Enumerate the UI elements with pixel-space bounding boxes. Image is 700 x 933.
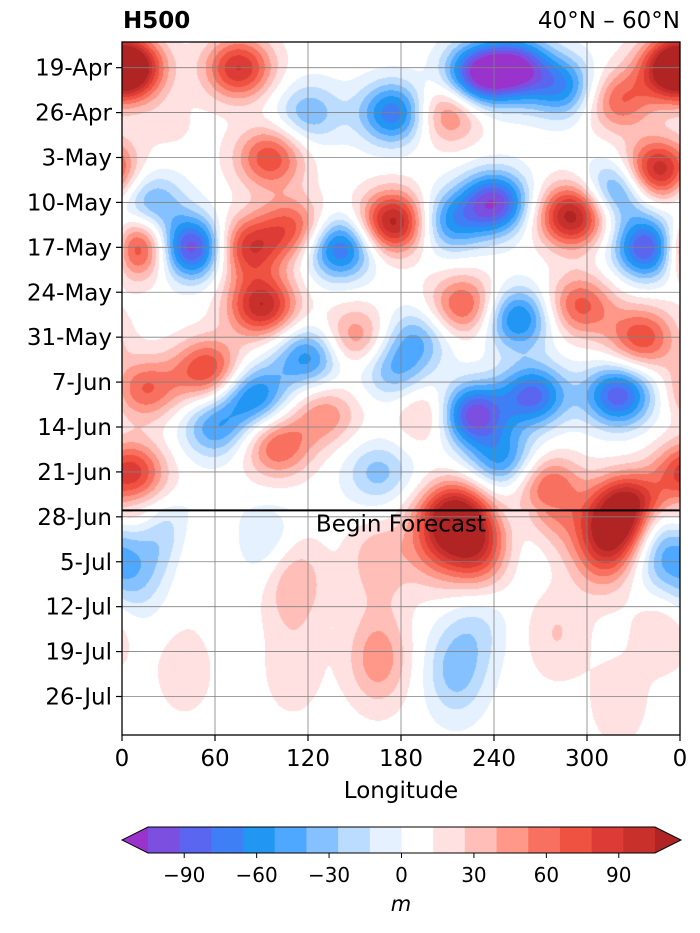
colorbar-cell (591, 827, 624, 853)
colorbar-extend-max (655, 827, 681, 853)
colorbar-cell (274, 827, 307, 853)
y-tick-label: 24-May (27, 280, 112, 306)
y-tick-label: 28-Jun (37, 505, 112, 531)
y-axis: 19-Apr 26-Apr 3-May 10-May 17-May 24-May 31-Ma… (27, 56, 122, 711)
colorbar-tick-label: −60 (236, 863, 278, 887)
x-tick-label: 240 (472, 746, 516, 772)
colorbar-cell (369, 827, 402, 853)
forecast-annotation: Begin Forecast (316, 511, 486, 537)
y-tick-label: 7-Jun (52, 370, 112, 396)
x-tick-label: 60 (200, 746, 229, 772)
colorbar: −90 −60 −30 0 30 60 90 (120, 826, 683, 887)
colorbar-cell (528, 827, 561, 853)
colorbar-tick-label: 60 (534, 863, 559, 887)
y-tick-label: 5-Jul (60, 550, 112, 576)
colorbar-extend-min (122, 827, 148, 853)
colorbar-tick-label: −90 (163, 863, 205, 887)
colorbar-tick-label: 30 (461, 863, 486, 887)
x-axis: 0 60 120 180 240 300 0 (115, 735, 688, 772)
colorbar-outline (120, 826, 683, 854)
x-tick-label: 0 (115, 746, 130, 772)
colorbar-cell (243, 827, 276, 853)
colorbar-tick-label: 0 (395, 863, 408, 887)
colorbar-cell (179, 827, 212, 853)
x-tick-label: 120 (286, 746, 330, 772)
x-tick-label: 180 (379, 746, 423, 772)
colorbar-cell (623, 827, 656, 853)
y-tick-label: 12-Jul (45, 595, 112, 621)
y-tick-label: 14-Jun (37, 415, 112, 441)
y-tick-label: 19-Apr (35, 56, 112, 82)
colorbar-cell (306, 827, 339, 853)
y-tick-label: 10-May (27, 190, 112, 216)
chart-title-right: 40°N – 60°N (537, 8, 680, 34)
colorbar-cell (148, 827, 181, 853)
colorbar-cell (401, 827, 434, 853)
colorbar-cell (338, 827, 371, 853)
y-tick-label: 19-Jul (45, 640, 112, 666)
y-tick-label: 31-May (27, 325, 112, 351)
colorbar-tick-label: 90 (606, 863, 631, 887)
y-tick-label: 21-Jun (37, 460, 112, 486)
colorbar-tick-label: −30 (308, 863, 350, 887)
x-tick-label: 0 (673, 746, 688, 772)
colorbar-label: m (391, 892, 411, 916)
colorbar-cell (464, 827, 498, 853)
y-tick-label: 17-May (27, 235, 112, 261)
grid (121, 42, 681, 735)
colorbar-cell (559, 827, 593, 853)
chart-title-left: H500 (123, 8, 191, 34)
y-tick-label: 3-May (42, 146, 112, 172)
colorbar-cell (211, 827, 244, 853)
y-tick-label: 26-Jul (45, 685, 112, 711)
x-tick-label: 300 (565, 746, 609, 772)
colorbar-cell (433, 827, 466, 853)
x-axis-label: Longitude (344, 778, 458, 804)
colorbar-cell (496, 827, 529, 853)
y-tick-label: 26-Apr (35, 101, 112, 127)
